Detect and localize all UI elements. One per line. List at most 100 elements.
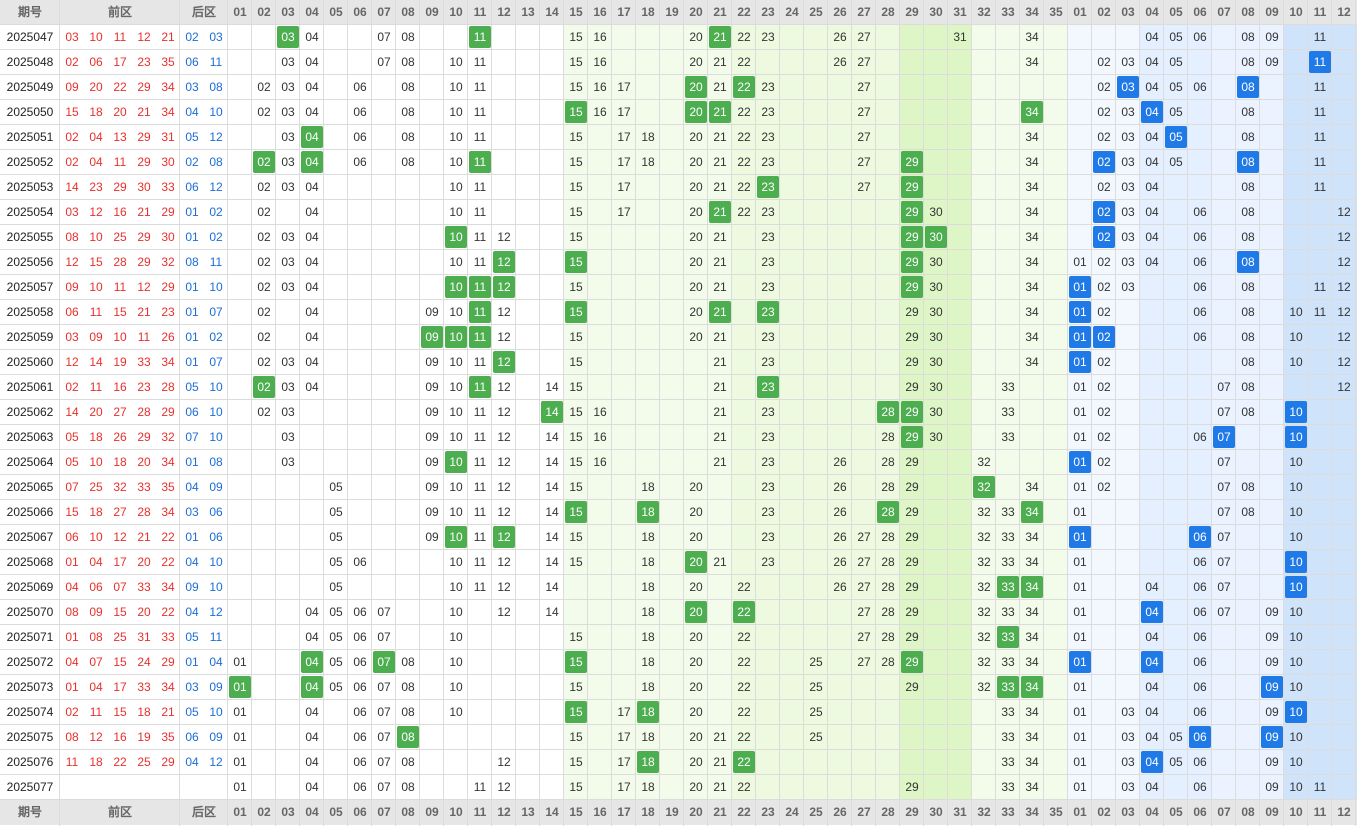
- row-line: [0, 249, 1357, 250]
- front-column-header: 23: [756, 800, 780, 825]
- back-number: 06: [185, 180, 199, 194]
- trend-number: 30: [929, 255, 943, 269]
- trend-number: 17: [617, 130, 631, 144]
- trend-number: 11: [473, 180, 487, 194]
- trend-number: 33: [1001, 705, 1015, 719]
- trend-number: 01: [1073, 555, 1087, 569]
- trend-number: 11: [473, 530, 487, 544]
- back-number: 02: [209, 205, 223, 219]
- trend-number: 03: [1121, 705, 1135, 719]
- trend-number: 01: [1073, 405, 1087, 419]
- issue-header: 期号: [0, 0, 60, 25]
- issue: 2025055: [6, 230, 54, 244]
- trend-number: 28: [881, 480, 895, 494]
- front-number: 21: [137, 530, 151, 544]
- trend-number: 05: [329, 655, 343, 669]
- trend-number: 29: [905, 330, 919, 344]
- trend-number: 23: [761, 555, 775, 569]
- back-number: 02: [209, 230, 223, 244]
- front-number: 08: [65, 605, 79, 619]
- column-bg: [420, 25, 444, 800]
- hit-number: 12: [493, 276, 515, 298]
- trend-number: 08: [1241, 330, 1255, 344]
- trend-number: 15: [569, 630, 583, 644]
- hit-number: 10: [1285, 551, 1307, 573]
- back-column-header: 01: [1068, 800, 1092, 825]
- front-column-header: 21: [708, 0, 732, 25]
- front-column-header: 20: [684, 0, 708, 25]
- front-column-header: 35: [1044, 800, 1068, 825]
- column-bg: [684, 25, 708, 800]
- trend-number: 15: [569, 380, 583, 394]
- trend-number: 05: [329, 605, 343, 619]
- trend-number: 10: [449, 55, 463, 69]
- trend-number: 12: [1337, 330, 1351, 344]
- front-number: 34: [161, 455, 175, 469]
- trend-number: 21: [713, 230, 727, 244]
- column-bg: [756, 25, 780, 800]
- trend-number: 14: [545, 430, 559, 444]
- trend-number: 20: [689, 30, 703, 44]
- trend-number: 02: [1097, 280, 1111, 294]
- column-line: [59, 0, 60, 826]
- column-line: [659, 0, 660, 826]
- trend-number: 10: [1289, 530, 1303, 544]
- column-bg: [780, 25, 804, 800]
- trend-number: 23: [761, 155, 775, 169]
- trend-number: 01: [1073, 580, 1087, 594]
- trend-number: 06: [353, 705, 367, 719]
- front-number: 23: [137, 380, 151, 394]
- trend-number: 17: [617, 780, 631, 794]
- trend-number: 06: [353, 655, 367, 669]
- trend-number: 01: [1073, 480, 1087, 494]
- front-column-header: 12: [492, 0, 516, 25]
- front-number: 15: [113, 705, 127, 719]
- trend-number: 21: [713, 405, 727, 419]
- trend-number: 03: [1121, 730, 1135, 744]
- front-number: 22: [161, 555, 175, 569]
- trend-number: 09: [425, 455, 439, 469]
- front-number: 18: [89, 755, 103, 769]
- trend-number: 21: [713, 380, 727, 394]
- trend-number: 20: [689, 505, 703, 519]
- trend-number: 04: [305, 255, 319, 269]
- trend-number: 11: [473, 255, 487, 269]
- trend-number: 17: [617, 730, 631, 744]
- front-number: 22: [113, 80, 127, 94]
- row-line: [0, 474, 1357, 475]
- hit-number: 02: [253, 151, 275, 173]
- trend-number: 08: [1241, 180, 1255, 194]
- trend-number: 10: [449, 105, 463, 119]
- front-column-header: 02: [252, 0, 276, 25]
- trend-number: 22: [737, 180, 751, 194]
- trend-number: 15: [569, 55, 583, 69]
- trend-number: 21: [713, 555, 727, 569]
- trend-number: 06: [1193, 655, 1207, 669]
- trend-number: 06: [1193, 230, 1207, 244]
- trend-number: 32: [977, 655, 991, 669]
- trend-number: 29: [905, 580, 919, 594]
- trend-number: 04: [305, 30, 319, 44]
- trend-number: 02: [257, 305, 271, 319]
- trend-number: 20: [689, 205, 703, 219]
- front-column-header: 07: [372, 800, 396, 825]
- column-line: [299, 0, 300, 826]
- hit-number: 10: [1285, 426, 1307, 448]
- front-column-header: 30: [924, 0, 948, 25]
- trend-number: 02: [257, 405, 271, 419]
- trend-number: 06: [353, 605, 367, 619]
- hit-number: 06: [1189, 526, 1211, 548]
- hit-number: 03: [277, 26, 299, 48]
- trend-number: 22: [737, 655, 751, 669]
- column-bg: [1308, 25, 1332, 800]
- front-column-header: 12: [492, 800, 516, 825]
- hit-number: 29: [901, 401, 923, 423]
- column-bg: [1188, 25, 1212, 800]
- trend-number: 03: [281, 455, 295, 469]
- column-line: [1235, 0, 1236, 826]
- front-number: 11: [113, 155, 127, 169]
- trend-number: 23: [761, 280, 775, 294]
- trend-number: 05: [1169, 730, 1183, 744]
- trend-number: 32: [977, 530, 991, 544]
